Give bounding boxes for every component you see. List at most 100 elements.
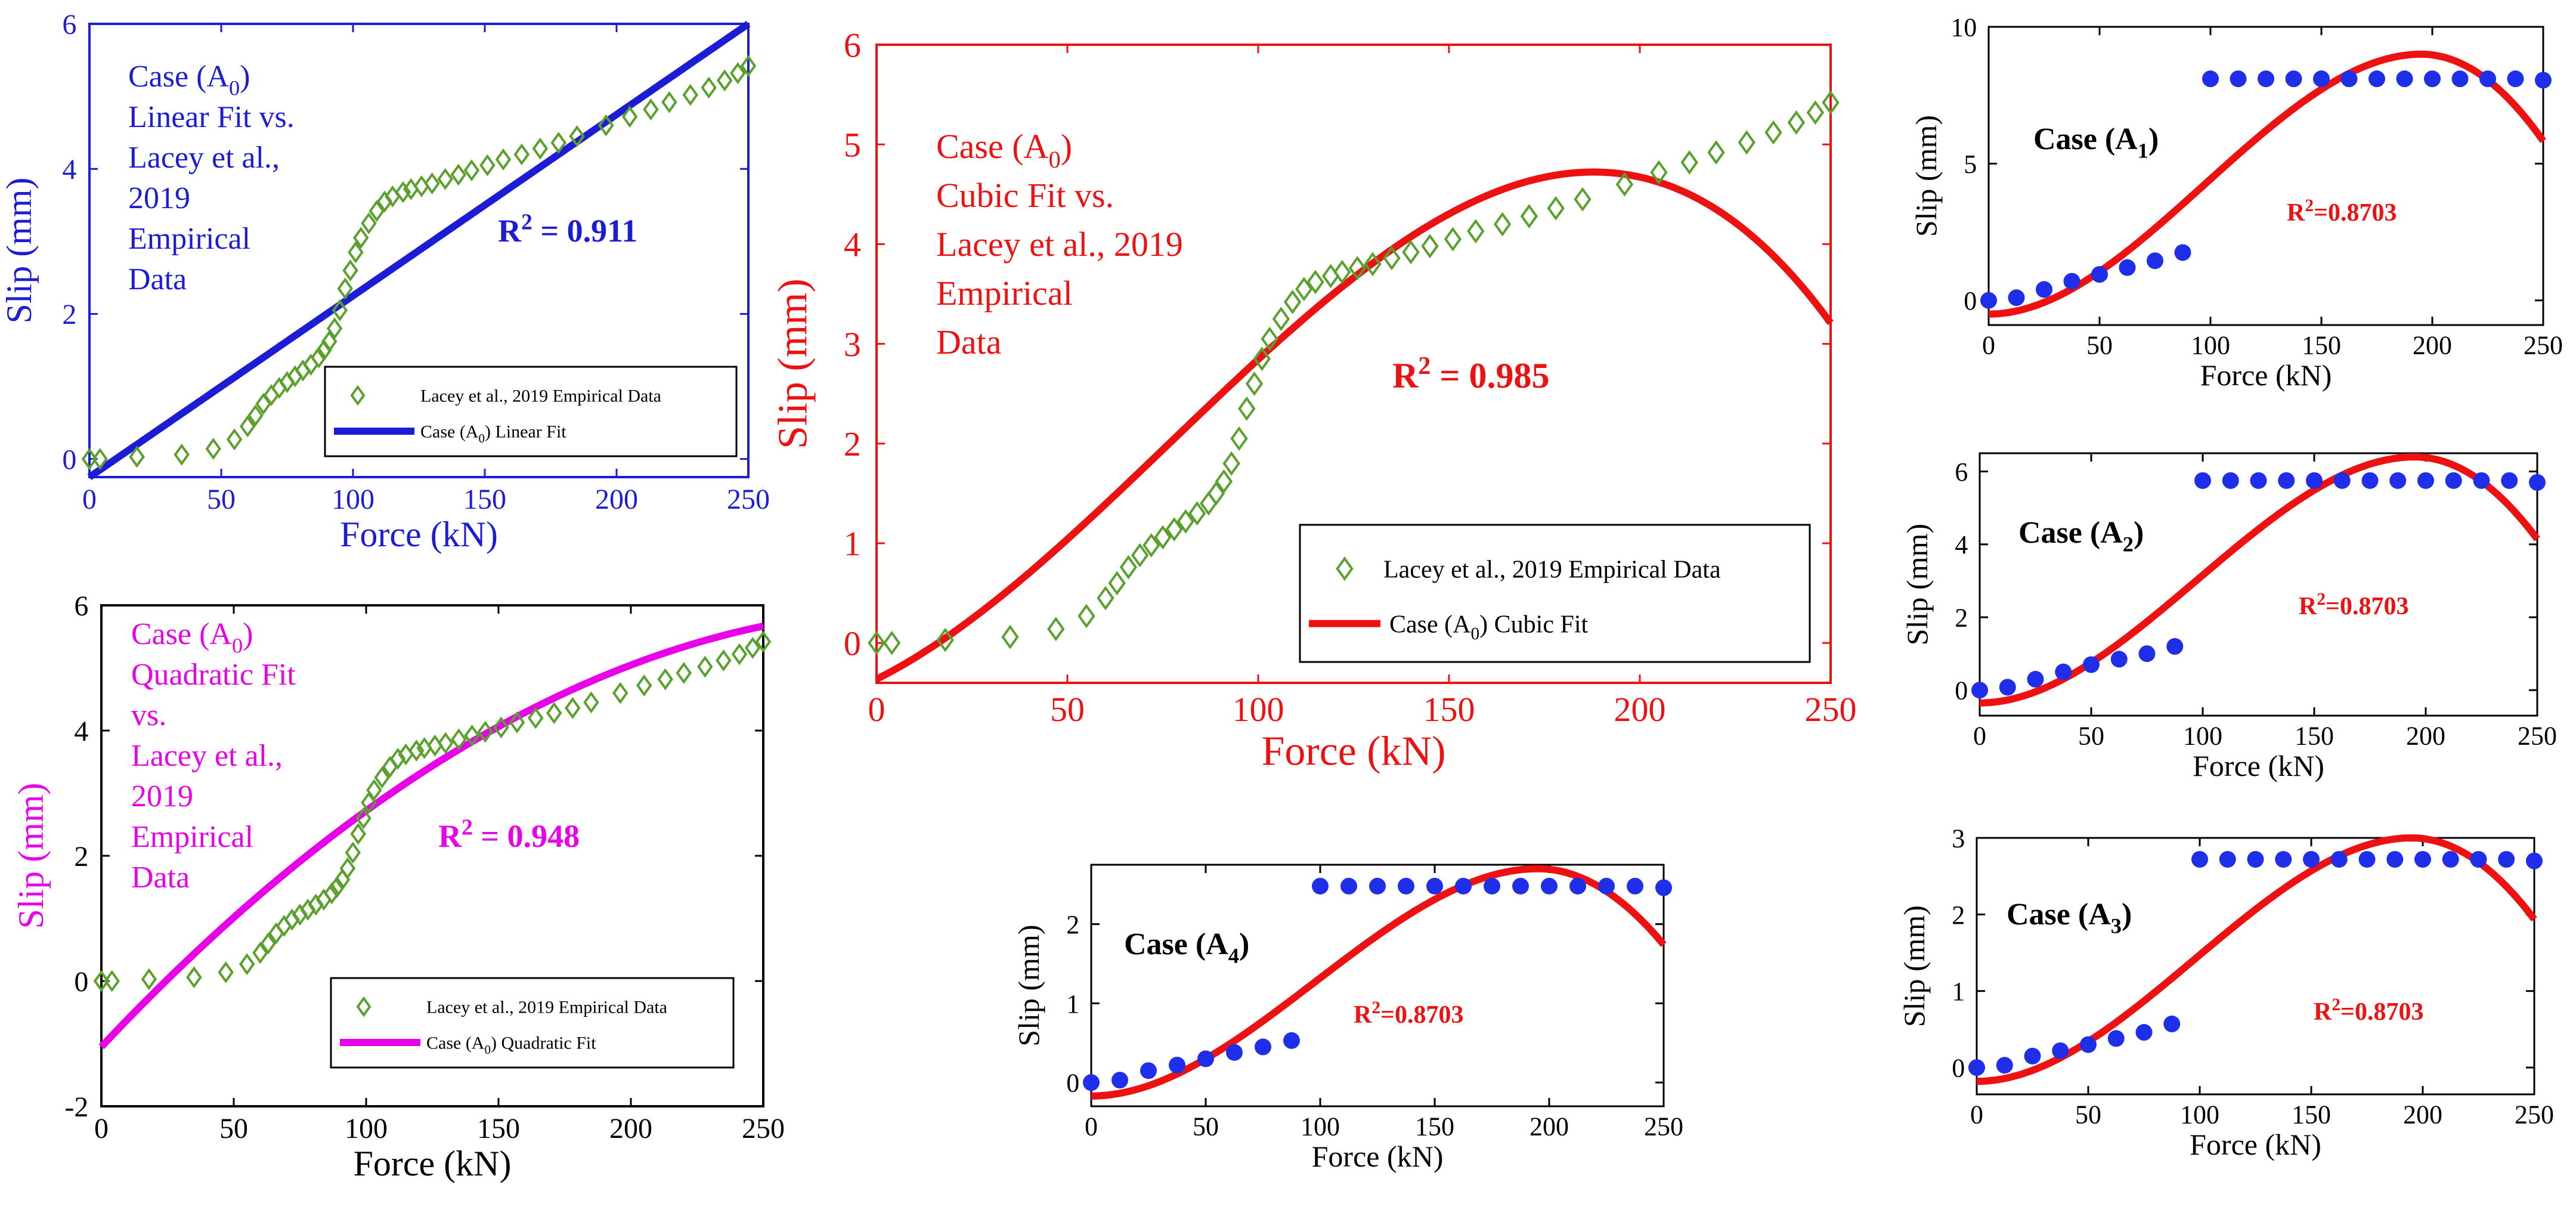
data-point — [2135, 1024, 2153, 1041]
legend-label-fit: Case (A0) Linear Fit — [420, 422, 566, 445]
chart-case-a2: 0 50 100 150 200 250 0 2 4 6 Force (kN) Slip (mm) R2… — [1900, 452, 2557, 782]
empirical-point — [676, 661, 692, 684]
x-tick-label: 100 — [2180, 1100, 2219, 1129]
empirical-point — [716, 69, 733, 92]
empirical-point — [1738, 130, 1755, 155]
x-tick-label: 150 — [1423, 690, 1475, 729]
empirical-point — [352, 227, 369, 249]
data-point — [2083, 656, 2100, 673]
empirical-point — [1207, 481, 1225, 506]
empirical-point — [716, 649, 732, 672]
data-point — [2138, 645, 2156, 663]
empirical-point — [1047, 617, 1065, 642]
annotation-line: vs. — [131, 698, 166, 732]
x-tick-label: 50 — [1050, 690, 1085, 729]
chart-linear: 0 50 100 150 200 250 0 2 4 6 Force (kN) Slip (mm) Ca… — [0, 9, 770, 554]
data-point — [1083, 1074, 1100, 1091]
empirical-point — [450, 163, 467, 186]
empirical-point — [451, 728, 467, 751]
empirical-point — [1078, 604, 1095, 629]
empirical-point — [437, 732, 454, 754]
x-tick-label: 100 — [2191, 330, 2230, 360]
annotation-line: Lacey et al., — [128, 141, 280, 175]
case-label: Case (A3) — [2007, 898, 2132, 938]
x-tick-label: 100 — [345, 1113, 388, 1144]
data-point — [2386, 850, 2404, 868]
y-tick-label: 1 — [1066, 989, 1079, 1019]
empirical-point — [1097, 586, 1114, 611]
data-point — [2507, 70, 2524, 88]
y-tick-label: 0 — [1964, 286, 1977, 315]
x-tick-label: 0 — [1085, 1112, 1098, 1141]
data-point — [1340, 877, 1357, 895]
empirical-point — [1787, 110, 1806, 135]
x-tick-label: 250 — [2524, 330, 2563, 360]
empirical-point — [661, 91, 677, 113]
data-point — [2063, 273, 2080, 290]
annotation-line: Case (A0) — [936, 127, 1072, 173]
empirical-point — [1165, 517, 1183, 542]
empirical-point — [1615, 172, 1634, 197]
x-tick-label: 200 — [2403, 1100, 2442, 1129]
annotation-line: Case (A0) — [128, 60, 250, 100]
empirical-point — [1108, 571, 1126, 596]
data-point — [2055, 663, 2072, 680]
data-point — [2278, 472, 2295, 489]
empirical-point — [321, 330, 338, 353]
empirical-point — [477, 720, 494, 743]
y-axis-label: Slip (mm) — [0, 177, 39, 323]
empirical-point — [883, 630, 901, 655]
empirical-point — [744, 636, 761, 659]
empirical-point — [324, 882, 340, 905]
empirical-point — [361, 212, 377, 234]
x-tick-label: 50 — [207, 484, 236, 515]
y-tick-label: 3 — [844, 325, 861, 364]
empirical-point — [129, 445, 145, 468]
data-point — [2470, 850, 2487, 868]
empirical-point — [332, 299, 348, 321]
data-point — [2275, 850, 2292, 868]
empirical-point — [479, 154, 496, 177]
x-tick-label: 100 — [1301, 1112, 1340, 1141]
data-point — [2330, 850, 2348, 868]
case-label: Case (A1) — [2033, 122, 2159, 163]
annotation-line: Lacey et al., 2019 — [936, 225, 1183, 264]
y-tick-label: 6 — [844, 26, 861, 64]
y-tick-label: 4 — [844, 225, 861, 264]
data-point — [1455, 877, 1472, 895]
empirical-point — [355, 807, 371, 830]
y-tick-label: 6 — [1955, 457, 1968, 487]
y-tick-label: 2 — [62, 299, 76, 330]
data-point — [1283, 1032, 1300, 1049]
x-tick-label: 200 — [2413, 330, 2452, 360]
empirical-point — [495, 148, 512, 171]
empirical-point — [260, 932, 276, 955]
data-point — [2473, 472, 2490, 489]
empirical-point — [1245, 372, 1264, 396]
y-tick-label: 1 — [1952, 977, 1965, 1006]
x-axis-label: Force (kN) — [2193, 749, 2324, 782]
empirical-point — [141, 968, 157, 991]
y-tick-label: 0 — [844, 624, 861, 663]
empirical-point — [697, 655, 713, 678]
x-tick-label: 50 — [2075, 1100, 2101, 1129]
x-tick-label: 250 — [2518, 721, 2557, 750]
r2-label: R2 = 0.948 — [438, 815, 580, 854]
r2-label: R2=0.8703 — [2314, 995, 2423, 1026]
data-point — [2230, 70, 2247, 88]
empirical-point — [1215, 469, 1233, 494]
data-point — [2147, 252, 2163, 270]
empirical-point — [218, 961, 234, 983]
x-tick-label: 0 — [82, 484, 97, 515]
x-axis-label: Force (kN) — [2190, 1128, 2321, 1161]
empirical-point — [1001, 624, 1019, 649]
y-tick-label: 1 — [844, 524, 861, 563]
data-point — [2358, 850, 2376, 868]
empirical-point — [1383, 246, 1401, 271]
data-point — [2080, 1036, 2097, 1053]
data-point — [2107, 1030, 2125, 1047]
fit-line — [1091, 865, 1667, 1100]
x-tick-label: 150 — [477, 1113, 520, 1144]
r2-label: R2=0.8703 — [2287, 196, 2397, 227]
data-point — [2194, 472, 2211, 489]
